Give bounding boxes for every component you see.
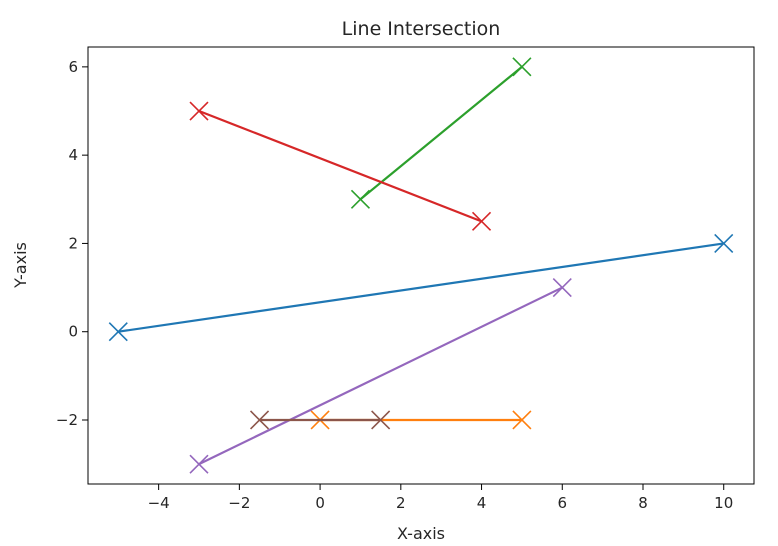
y-tick-label: 0 xyxy=(68,323,78,341)
y-tick-label: 4 xyxy=(68,146,78,164)
series-2-point-marker xyxy=(512,410,532,430)
x-tick-label: 6 xyxy=(557,494,567,512)
x-axis: −4 −2 0 2 4 6 8 10 xyxy=(148,484,733,512)
series-4-point-marker xyxy=(189,101,209,121)
series-line-3 xyxy=(359,66,523,201)
y-axis-label: Y-axis xyxy=(11,242,30,289)
y-tick-label: −2 xyxy=(56,411,78,429)
x-tick-label: 4 xyxy=(477,494,487,512)
series-line-1 xyxy=(118,242,724,333)
series-line-5 xyxy=(198,286,563,466)
y-tick-label: 2 xyxy=(68,234,78,252)
series-4-point-marker xyxy=(471,211,492,231)
series-line-4 xyxy=(198,109,482,223)
x-tick-label: −2 xyxy=(228,494,250,512)
plot-frame xyxy=(87,46,755,485)
chart-title: Line Intersection xyxy=(342,18,501,40)
series-6-point-marker xyxy=(371,410,391,430)
y-axis: −2 0 2 4 6 xyxy=(56,58,88,429)
series-1-point-marker xyxy=(714,233,734,253)
x-tick-label: 0 xyxy=(315,494,325,512)
series-5-point-marker xyxy=(189,454,209,474)
x-tick-label: −4 xyxy=(148,494,170,512)
series-6-point-marker xyxy=(249,410,270,430)
plot-area xyxy=(108,57,734,474)
x-tick-label: 10 xyxy=(714,494,733,512)
series-3-point-marker xyxy=(512,57,532,77)
series-1-point-marker xyxy=(108,322,128,342)
x-tick-label: 2 xyxy=(396,494,406,512)
series-5-point-marker xyxy=(552,278,572,298)
x-tick-label: 8 xyxy=(638,494,648,512)
series-3-point-marker xyxy=(350,189,371,209)
y-tick-label: 6 xyxy=(68,58,78,76)
x-axis-label: X-axis xyxy=(397,524,445,543)
